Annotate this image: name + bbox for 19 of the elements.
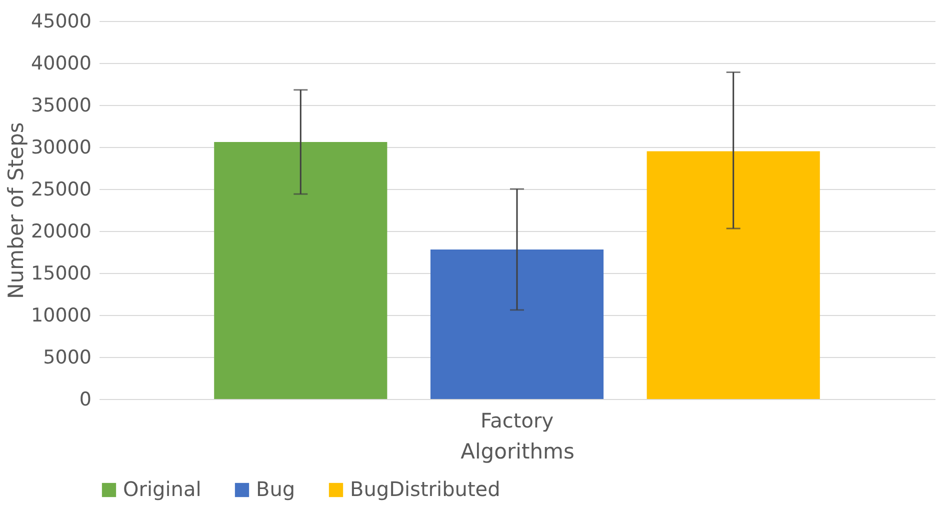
x-tick-label: Factory — [480, 408, 554, 432]
legend-label: BugDistributed — [350, 477, 500, 501]
legend-label: Original — [123, 477, 202, 501]
y-tick-label: 0 — [79, 388, 92, 410]
y-tick-label: 45000 — [31, 10, 92, 32]
y-tick-label: 25000 — [31, 178, 92, 200]
bar — [646, 151, 820, 399]
y-tick-label: 30000 — [31, 136, 92, 158]
legend-label: Bug — [256, 477, 296, 501]
y-tick-label: 20000 — [31, 220, 92, 242]
y-axis-title: Number of Steps — [4, 122, 28, 299]
bar — [214, 142, 388, 399]
y-tick-label: 5000 — [43, 346, 92, 368]
y-tick-label: 15000 — [31, 262, 92, 284]
y-tick-label: 40000 — [31, 52, 92, 74]
x-axis-title: Algorithms — [460, 440, 574, 464]
y-tick-label: 35000 — [31, 94, 92, 116]
bar — [430, 249, 604, 399]
y-tick-label: 10000 — [31, 304, 92, 326]
